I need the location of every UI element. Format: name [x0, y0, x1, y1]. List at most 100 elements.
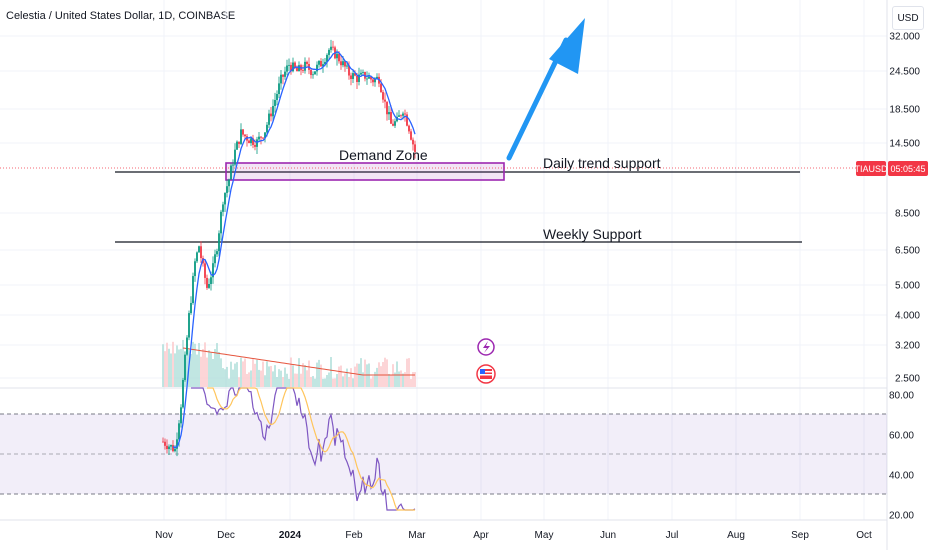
candle-body: [382, 92, 384, 100]
lightning-event-icon[interactable]: [477, 338, 495, 356]
candle-body: [248, 140, 250, 144]
candle-body: [408, 125, 410, 132]
candle-body: [406, 114, 408, 126]
volume-bar: [244, 358, 246, 387]
volume-bar: [334, 378, 336, 387]
time-axis[interactable]: Nov Dec 2024 Feb Mar Apr May Jun Jul Aug Sep Oct: [155, 530, 872, 541]
candle-body: [198, 246, 200, 253]
rsi-axis: 80.00 60.00 40.00 20.00: [889, 391, 914, 522]
price-tick-label: 14.500: [889, 139, 920, 150]
candle-body: [290, 64, 292, 72]
candle-body: [226, 186, 228, 193]
volume-bar: [286, 373, 288, 387]
candle-body: [316, 64, 318, 72]
volume-bar: [306, 370, 308, 387]
volume-bar: [372, 376, 374, 387]
time-tick-label: 2024: [279, 530, 302, 541]
volume-bar: [172, 341, 174, 387]
candle-body: [388, 112, 390, 115]
volume-bar: [262, 361, 264, 387]
volume-bar: [292, 365, 294, 387]
volume-bar: [410, 378, 412, 387]
volume-bar: [270, 366, 272, 387]
volume-bar: [362, 372, 364, 387]
candle-body: [386, 101, 388, 115]
volume-bar: [222, 368, 224, 387]
volume-bar: [258, 369, 260, 387]
volume-bar: [404, 372, 406, 387]
volume-bar: [414, 372, 416, 387]
candle-body: [270, 113, 272, 117]
rsi-ma-line: [207, 387, 415, 511]
candle-body: [318, 60, 320, 65]
bullish-arrow[interactable]: [506, 18, 585, 161]
volume-bar: [202, 349, 204, 387]
candle-body: [256, 139, 258, 147]
price-tick-label: 2.500: [895, 374, 920, 385]
us-flag-event-icon[interactable]: [476, 364, 496, 384]
time-tick-label: Nov: [155, 530, 173, 541]
candle-body: [162, 441, 164, 443]
currency-button[interactable]: USD: [892, 6, 924, 30]
candle-body: [370, 76, 372, 80]
volume-bar: [386, 359, 388, 387]
volume-bar: [394, 372, 396, 387]
volume-bar: [166, 342, 168, 387]
volume-bar: [290, 357, 292, 387]
volume-bar: [232, 369, 234, 387]
candle-body: [242, 129, 244, 135]
volume-bar: [252, 359, 254, 387]
volume-bar: [274, 365, 276, 387]
candle-body: [328, 49, 330, 55]
candle-body: [254, 144, 256, 147]
price-axis[interactable]: 32.000 24.500 18.500 14.500 8.500 6.500 5.000 4…: [889, 32, 920, 385]
rsi-tick-label: 60.00: [889, 431, 914, 442]
volume-bar: [220, 358, 222, 387]
volume-bar: [350, 368, 352, 387]
candle-body: [366, 78, 368, 80]
candle-body: [222, 204, 224, 212]
candle-body: [212, 263, 214, 278]
candle-body: [188, 313, 190, 338]
candle-body: [340, 61, 342, 66]
volume-bar: [344, 373, 346, 387]
candle-body: [214, 254, 216, 264]
volume-bar: [364, 359, 366, 387]
volume-bar: [216, 343, 218, 387]
candle-body: [310, 69, 312, 75]
candle-body: [288, 64, 290, 66]
rsi-tick-label: 40.00: [889, 471, 914, 482]
volume-bar: [324, 378, 326, 387]
arrow-head: [549, 18, 585, 74]
chart-title: Celestia / United States Dollar, 1D, COI…: [6, 10, 236, 22]
volume-bar: [338, 366, 340, 387]
volume-bar: [304, 365, 306, 387]
volume-bar: [260, 370, 262, 387]
candle-body: [204, 263, 206, 278]
candle-body: [200, 246, 202, 259]
candle-body: [184, 354, 186, 381]
demand-zone-box[interactable]: [225, 162, 505, 181]
candle-body: [196, 252, 198, 262]
price-tick-label: 3.200: [895, 341, 920, 352]
volume-bar: [392, 364, 394, 387]
price-tag-symbol: TIAUSD: [854, 164, 888, 174]
volume-bar: [186, 348, 188, 387]
volume-bar: [248, 372, 250, 387]
volume-bar: [196, 354, 198, 387]
candle-body: [232, 164, 234, 166]
volume-bar: [198, 342, 200, 387]
volume-bar: [250, 370, 252, 387]
candle-body: [326, 54, 328, 62]
volume-bar: [330, 357, 332, 387]
candle-body: [228, 179, 230, 187]
volume-bar: [224, 369, 226, 387]
volume-bar: [308, 360, 310, 387]
candle-body: [176, 439, 178, 449]
volume-bar: [402, 373, 404, 387]
time-tick-label: Apr: [473, 530, 489, 541]
candle-body: [278, 83, 280, 94]
time-tick-label: Jun: [600, 530, 616, 541]
candle-body: [368, 76, 370, 79]
